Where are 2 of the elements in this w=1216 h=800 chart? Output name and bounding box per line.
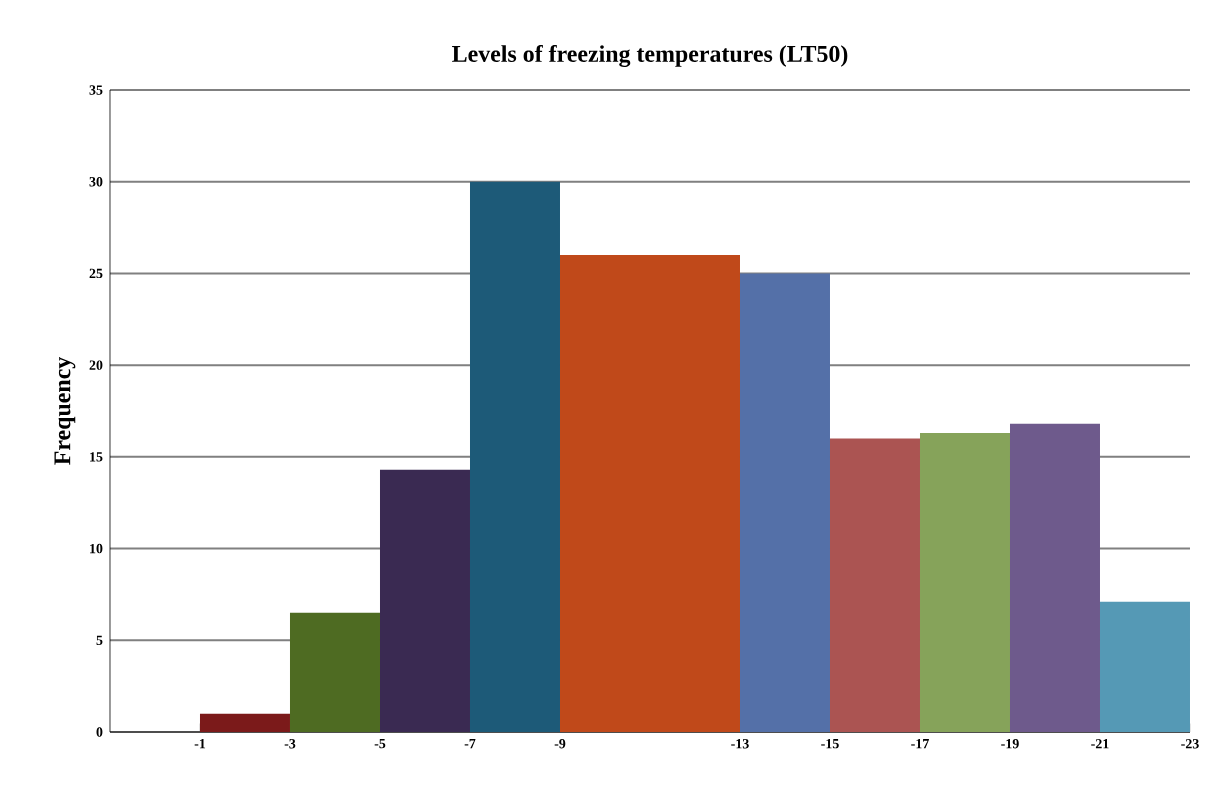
chart-title: Levels of freezing temperatures (LT50): [452, 44, 848, 67]
y-axis-title: Frequency: [54, 356, 76, 465]
